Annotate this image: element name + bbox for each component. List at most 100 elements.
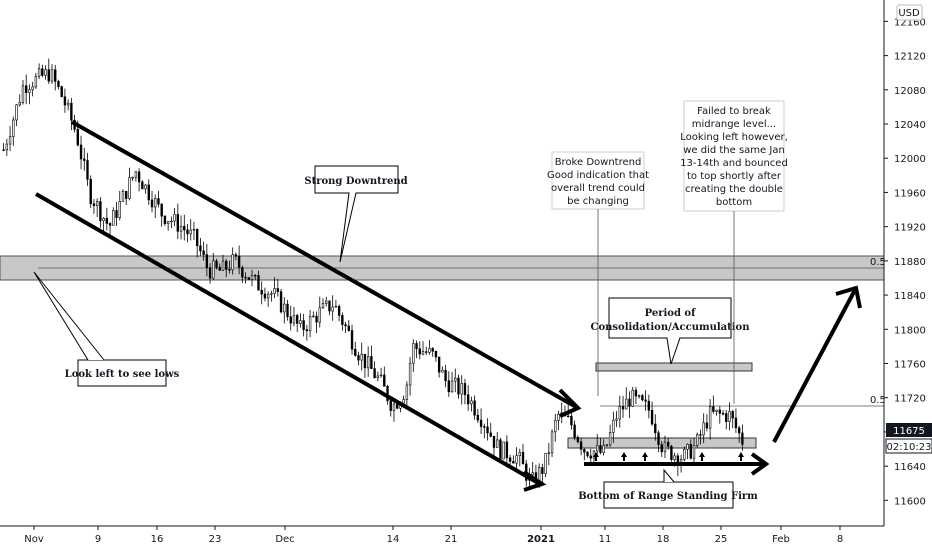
candle-body xyxy=(437,356,441,373)
candle-body xyxy=(331,306,334,312)
candle-body xyxy=(654,423,657,434)
candle-body xyxy=(89,178,92,205)
candle-body xyxy=(350,330,354,350)
candle-body xyxy=(666,441,670,447)
currency-badge[interactable] xyxy=(896,4,923,21)
failed-line-8: bottom xyxy=(716,197,752,208)
candle-body xyxy=(418,348,421,355)
x-tick-label: 25 xyxy=(715,534,728,545)
candle-body xyxy=(492,435,496,448)
x-tick-label: 8 xyxy=(837,534,843,545)
callout-bottom-range[interactable]: Bottom of Range Standing Firm xyxy=(578,468,758,509)
candle-body xyxy=(228,269,231,271)
candle-body xyxy=(141,181,144,190)
candle-body xyxy=(79,144,83,160)
y-tick-label: 11840 xyxy=(894,291,926,302)
candle-body xyxy=(121,190,125,202)
candle-body xyxy=(157,198,160,205)
callout-period[interactable]: Period of Consolidation/Accumulation xyxy=(591,297,751,365)
candle-body xyxy=(44,69,47,76)
candle-body xyxy=(176,214,180,232)
candle-body xyxy=(105,217,109,224)
candle-body xyxy=(247,277,250,280)
candle-body xyxy=(366,356,370,369)
candle-body xyxy=(628,398,631,407)
candle-body xyxy=(344,324,347,327)
range-arrowhead xyxy=(750,452,770,476)
period-line-1: Period of xyxy=(645,308,696,319)
candle-body xyxy=(54,69,57,82)
candle-body xyxy=(496,439,499,448)
candle-body xyxy=(360,353,363,361)
candle-body xyxy=(131,176,134,179)
candle-body xyxy=(137,171,141,183)
candle-body xyxy=(370,356,373,369)
candle-body xyxy=(8,136,12,145)
candle-body xyxy=(573,424,576,438)
period-line-2: Consolidation/Accumulation xyxy=(591,322,751,333)
candle-body xyxy=(195,229,199,247)
candle-body xyxy=(70,102,73,121)
candle-body xyxy=(647,400,651,411)
candle-body xyxy=(231,254,234,271)
callout-look-left[interactable]: Look left to see lows xyxy=(33,271,180,387)
candle-body xyxy=(605,444,609,446)
candle-body xyxy=(308,316,312,332)
candle-body xyxy=(389,400,392,411)
y-tick-label: 11720 xyxy=(894,394,926,405)
countdown-tag xyxy=(885,438,932,454)
broke-line-1: Broke Downtrend xyxy=(555,157,642,168)
candle-body xyxy=(660,444,663,453)
candle-body xyxy=(221,260,225,271)
candle-body xyxy=(328,300,331,312)
candle-body xyxy=(566,415,570,418)
candle-body xyxy=(373,368,376,379)
callout-broke-downtrend[interactable]: Broke Downtrend Good indication that ove… xyxy=(547,151,649,396)
candle-body xyxy=(621,406,625,410)
x-tick-label: Dec xyxy=(275,534,294,545)
candle-body xyxy=(292,315,296,324)
candle-body xyxy=(402,399,405,404)
time-axis[interactable]: Nov 9 16 23 Dec 14 21 2021 11 18 25 Feb 8 xyxy=(0,525,932,550)
candle-body xyxy=(108,223,112,226)
candle-body xyxy=(12,119,15,137)
candle-body xyxy=(615,418,618,421)
candle-body xyxy=(283,303,286,313)
x-tick-label: 23 xyxy=(209,534,222,545)
callout-failed-break[interactable]: Failed to break midrange level... Lookin… xyxy=(680,100,788,404)
candle-body xyxy=(512,460,515,464)
candle-body xyxy=(286,303,289,318)
candle-body xyxy=(479,419,483,427)
candle-body xyxy=(41,68,44,76)
candle-body xyxy=(396,403,399,409)
y-tick-label: 12120 xyxy=(894,52,926,63)
candle-body xyxy=(702,422,705,436)
candle-body xyxy=(334,305,338,308)
candle-body xyxy=(321,303,325,309)
candle-body xyxy=(618,406,621,420)
candle-body xyxy=(363,353,367,369)
callout-strong-downtrend[interactable]: Strong Downtrend xyxy=(304,165,408,263)
failed-line-6: to top shortly after xyxy=(687,171,782,182)
candle-body xyxy=(199,245,202,252)
candle-body xyxy=(337,305,341,316)
candle-body xyxy=(241,267,244,278)
candle-body xyxy=(650,409,654,425)
candle-body xyxy=(637,395,641,397)
candle-body xyxy=(541,467,544,474)
candle-body xyxy=(289,316,292,324)
candle-body xyxy=(112,210,115,226)
candle-body xyxy=(270,293,273,295)
candle-body xyxy=(25,85,28,93)
candle-body xyxy=(115,210,118,218)
failed-line-3: Looking left however, xyxy=(680,132,788,143)
x-tick-label: 16 xyxy=(151,534,164,545)
currency-label: USD xyxy=(898,8,920,19)
up-arrow-icon xyxy=(738,452,744,461)
candle-body xyxy=(276,288,280,292)
price-axis[interactable]: 1160011640116801172011760118001184011880… xyxy=(883,0,932,526)
candle-body xyxy=(37,68,41,77)
candle-body xyxy=(554,420,557,433)
candle-body xyxy=(170,220,173,223)
